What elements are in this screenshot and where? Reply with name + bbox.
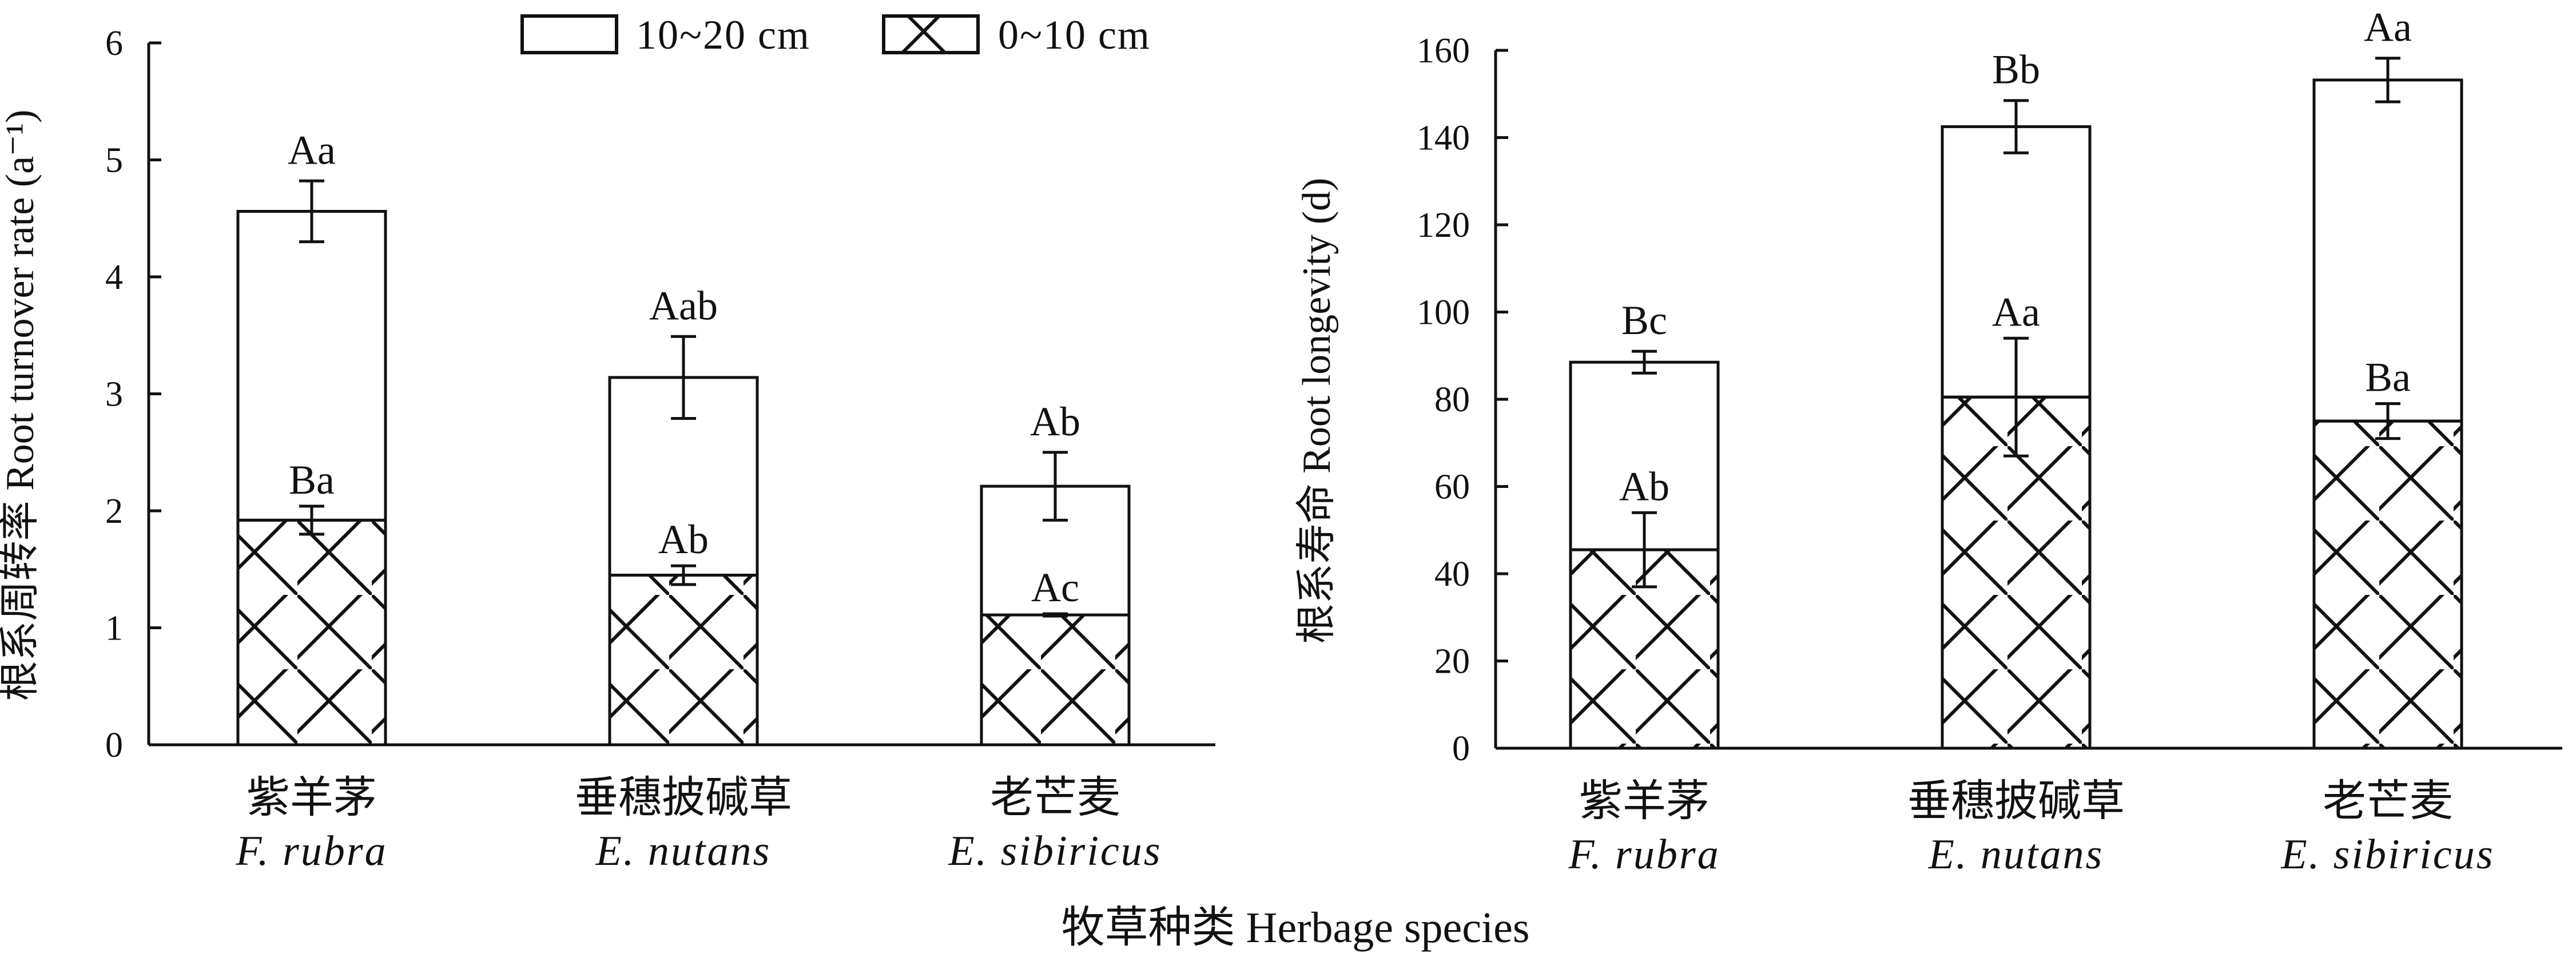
x-tick-label-en: E. nutans [595, 828, 772, 875]
x-tick-label-en: F. rubra [235, 828, 387, 875]
bar-label-10-20cm: Aab [649, 283, 718, 328]
x-tick-label-en: E. nutans [1928, 831, 2104, 878]
x-tick-label-en: E. sibiricus [2280, 831, 2494, 878]
legend: 10~20 cm 0~10 cm [520, 12, 1151, 58]
x-axis-title: 牧草种类 Herbage species [1062, 904, 1530, 952]
x-tick-label-cn: 老芒麦 [2323, 775, 2453, 826]
y-tick-label: 140 [1417, 119, 1470, 158]
y-tick-label: 60 [1434, 468, 1470, 507]
x-tick-label-cn: 紫羊茅 [1579, 775, 1710, 826]
y-tick-label: 5 [105, 141, 123, 180]
x-tick-label-en: F. rubra [1568, 831, 1720, 878]
x-tick-label-cn: 老芒麦 [990, 772, 1120, 823]
bar-0-10cm [2312, 419, 2463, 750]
y-tick-label: 0 [105, 726, 123, 765]
x-tick-label-cn: 垂穗披碱草 [575, 772, 792, 823]
bar-label-0-10cm: Ba [2365, 355, 2411, 400]
bar-label-10-20cm: Bb [1992, 47, 2040, 93]
x-tick-label-cn: 垂穗披碱草 [1907, 775, 2125, 826]
y-tick-label: 0 [1452, 729, 1470, 768]
y-tick-label: 40 [1434, 555, 1470, 594]
bar-label-0-10cm: Ab [658, 517, 709, 562]
legend-swatch-10-20cm [520, 14, 618, 54]
legend-swatch-0-10cm [882, 14, 980, 54]
bar-0-10cm [608, 573, 759, 746]
x-tick-label-cn: 紫羊茅 [247, 772, 377, 823]
y-tick-label: 100 [1417, 293, 1470, 332]
y-tick-label: 80 [1434, 380, 1470, 419]
y-tick-label: 3 [105, 375, 123, 414]
bar-0-10cm [980, 613, 1131, 746]
y-tick-label: 160 [1417, 31, 1470, 70]
y-tick-label: 2 [105, 492, 123, 531]
bar-label-0-10cm: Ab [1619, 463, 1669, 509]
y-axis-title: 根系寿命 Root longevity (d) [1295, 178, 1339, 644]
x-tick-label-en: E. sibiricus [948, 828, 1162, 875]
y-tick-label: 1 [105, 609, 123, 648]
bar-label-0-10cm: Ac [1031, 565, 1079, 610]
y-axis-title: 根系周转率 Root turnover rate (a⁻¹) [0, 110, 42, 701]
bar-label-0-10cm: Ba [289, 457, 335, 503]
y-tick-label: 120 [1417, 206, 1470, 245]
panel-root-turnover-rate: 0 1 2 3 4 5 6 根系周转率 Root turnover rate (a⁻¹) Ba A… [0, 24, 1215, 875]
bar-label-10-20cm: Bc [1621, 297, 1667, 343]
y-tick-label: 20 [1434, 642, 1470, 681]
bar-label-10-20cm: Ab [1030, 399, 1080, 444]
bar-label-10-20cm: Aa [2364, 5, 2412, 50]
legend-label-10-20cm: 10~20 cm [636, 12, 810, 58]
bar-0-10cm [236, 518, 387, 746]
panel-root-longevity: 0 20 40 60 80 100 120 140 160 根系寿命 Root longevity… [1295, 5, 2562, 878]
bar-label-0-10cm: Aa [1992, 289, 2040, 335]
bar-label-10-20cm: Aa [288, 127, 336, 173]
y-tick-label: 4 [105, 258, 123, 297]
bar-10-20cm [236, 209, 387, 522]
y-tick-label: 6 [105, 24, 123, 63]
legend-label-0-10cm: 0~10 cm [998, 12, 1151, 58]
